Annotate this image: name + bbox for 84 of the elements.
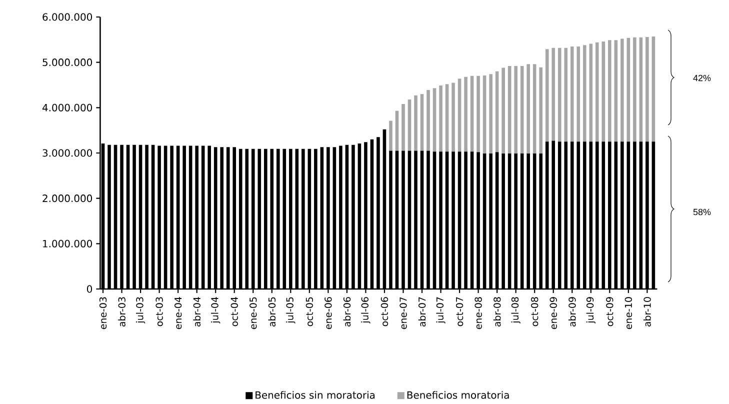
x-tick-label: abr-04 (193, 296, 201, 326)
bar (420, 94, 424, 151)
x-tick-label: abr-03 (118, 297, 126, 326)
bar (595, 42, 599, 142)
x-tick-label: abr-09 (568, 297, 576, 326)
bar (414, 95, 418, 151)
x-tick-label: abr-05 (268, 297, 276, 326)
bar (646, 36, 649, 142)
y-tick-label: 2.000.000 (42, 194, 92, 202)
bar (502, 68, 505, 154)
x-tick-label: ene-08 (474, 297, 482, 330)
bar (408, 99, 412, 151)
bar (495, 71, 499, 152)
x-tick-label: jul-06 (361, 297, 370, 324)
bar (614, 40, 618, 142)
bar (508, 66, 512, 154)
y-tick-label: 1.000.000 (43, 240, 92, 248)
bar (395, 110, 399, 151)
x-tick-label: jul-08 (511, 297, 520, 324)
bar (476, 76, 480, 152)
bar (633, 37, 636, 142)
y-tick-label: 0 (86, 285, 92, 293)
bar (652, 36, 656, 142)
x-tick-label: ene-09 (550, 297, 557, 330)
x-tick-label: abr-07 (418, 297, 426, 326)
x-tick-label: oct-04 (230, 296, 238, 326)
x-tick-label: jul-04 (211, 296, 220, 324)
x-tick-label: ene-10 (624, 297, 632, 330)
x-tick-label: oct-05 (306, 297, 314, 326)
text: 58% (693, 208, 711, 216)
bar (389, 120, 392, 151)
x-tick-label: ene-05 (250, 297, 257, 330)
bar (608, 40, 612, 142)
bar (526, 64, 530, 154)
bar (558, 48, 562, 142)
bar (514, 66, 518, 154)
bar (576, 46, 580, 142)
x-tick-label: oct-03 (156, 297, 163, 326)
bar (620, 38, 624, 142)
legend-label: Beneficios moratoria (407, 391, 509, 399)
bar (582, 45, 586, 142)
bar (439, 85, 442, 152)
bar (626, 38, 630, 142)
bar (552, 48, 556, 141)
bar (402, 104, 405, 151)
y-tick-label: 4.000.000 (42, 104, 92, 112)
bar (426, 90, 430, 151)
bar (464, 76, 468, 152)
bar (445, 84, 449, 152)
bar (432, 88, 436, 152)
y-tick-label: 3.000.000 (42, 149, 92, 157)
bar (589, 44, 593, 142)
x-tick-label: abr-08 (493, 297, 501, 326)
bar (458, 78, 462, 152)
y-tick-label: 5.000.000 (42, 58, 92, 66)
bar (545, 49, 549, 142)
bar (570, 46, 574, 142)
x-tick-label: ene-06 (324, 297, 332, 330)
x-tick-label: ene-03 (99, 297, 107, 330)
bar (639, 37, 643, 142)
x-tick-label: oct-08 (531, 297, 538, 326)
legend-label: Beneficios sin moratoria (256, 391, 375, 399)
x-tick-label: oct-07 (456, 297, 464, 326)
bar (470, 76, 474, 152)
x-tick-label: oct-09 (606, 297, 614, 326)
bar (489, 74, 492, 154)
x-tick-label: jul-05 (286, 297, 296, 324)
text: 42% (693, 74, 711, 82)
y-tick-label: 6.000.000 (42, 13, 92, 21)
bar (452, 82, 455, 152)
bar (539, 67, 542, 154)
x-tick-label: oct-06 (380, 297, 388, 326)
x-tick-label: jul-03 (136, 297, 146, 324)
x-tick-label: jul-07 (436, 297, 446, 324)
x-tick-label: ene-07 (400, 297, 407, 330)
x-tick-label: abr-10 (644, 297, 651, 326)
x-tick-label: abr-06 (343, 297, 351, 326)
bar (564, 48, 568, 142)
bar (532, 64, 536, 154)
x-tick-label: jul-09 (586, 297, 596, 324)
bar (520, 66, 524, 154)
bar (602, 41, 606, 142)
bar (482, 75, 486, 154)
x-tick-label: ene-04 (174, 296, 182, 330)
